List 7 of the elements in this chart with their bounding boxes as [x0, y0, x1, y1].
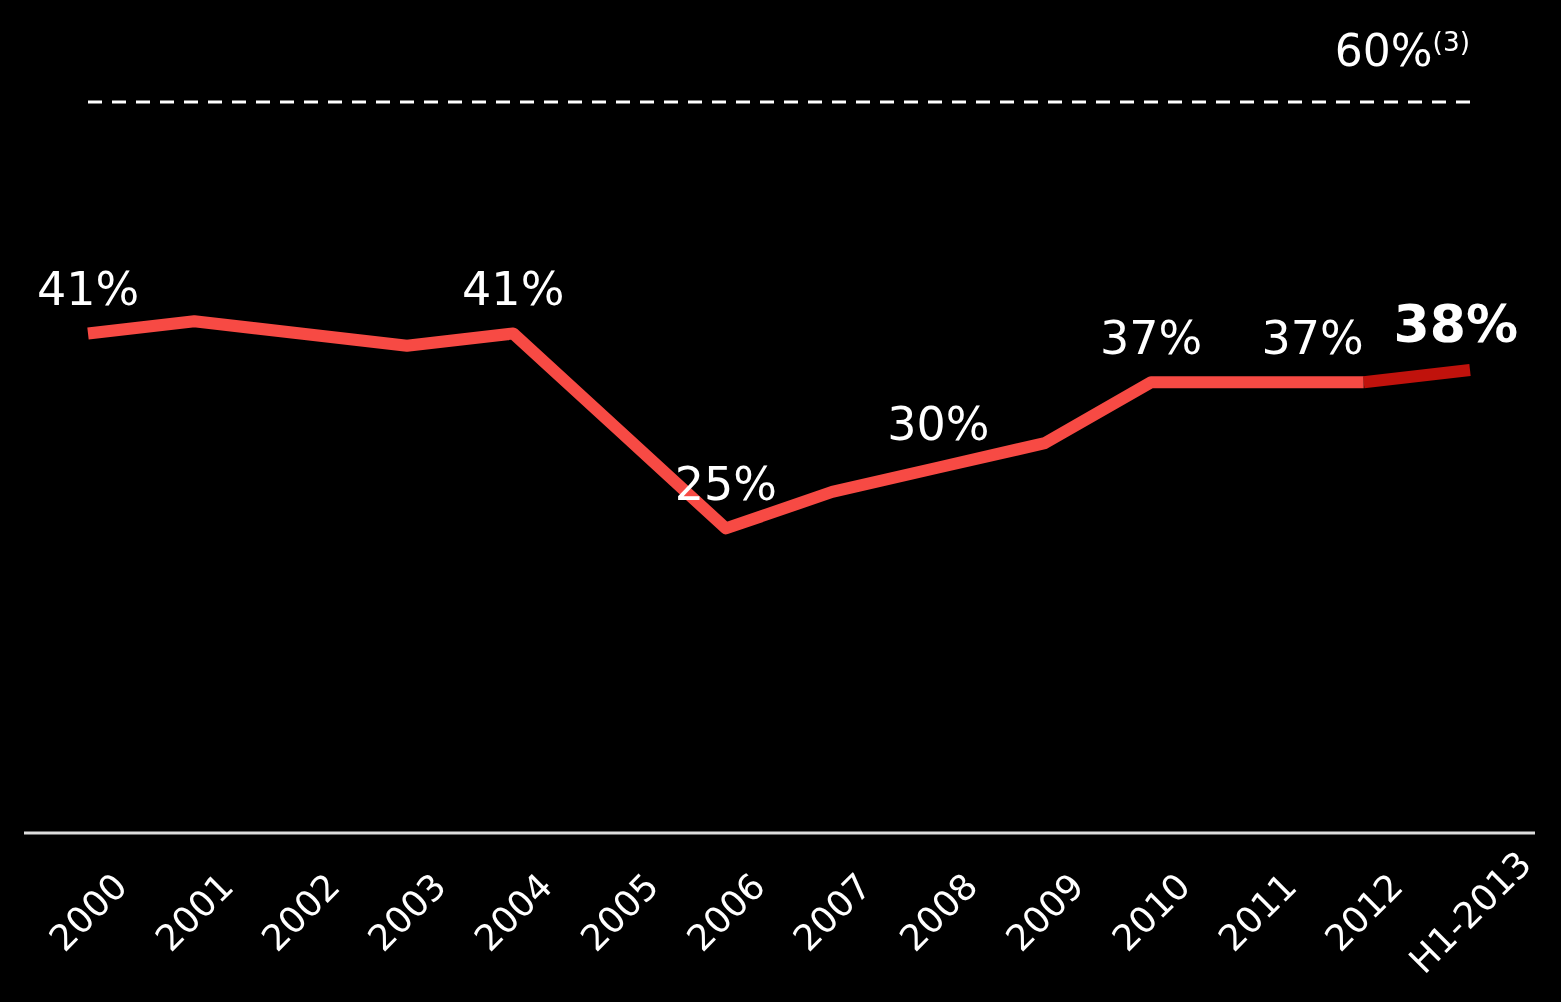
ref-line-label: 60%$^{(3)}$	[1334, 25, 1470, 76]
data-label: 37%	[1261, 311, 1364, 366]
data-label: 41%	[36, 262, 140, 317]
data-label: 41%	[462, 262, 565, 317]
data-label: 38%	[1393, 294, 1518, 355]
data-label: 30%	[887, 396, 990, 451]
data-label: 37%	[1099, 311, 1203, 366]
